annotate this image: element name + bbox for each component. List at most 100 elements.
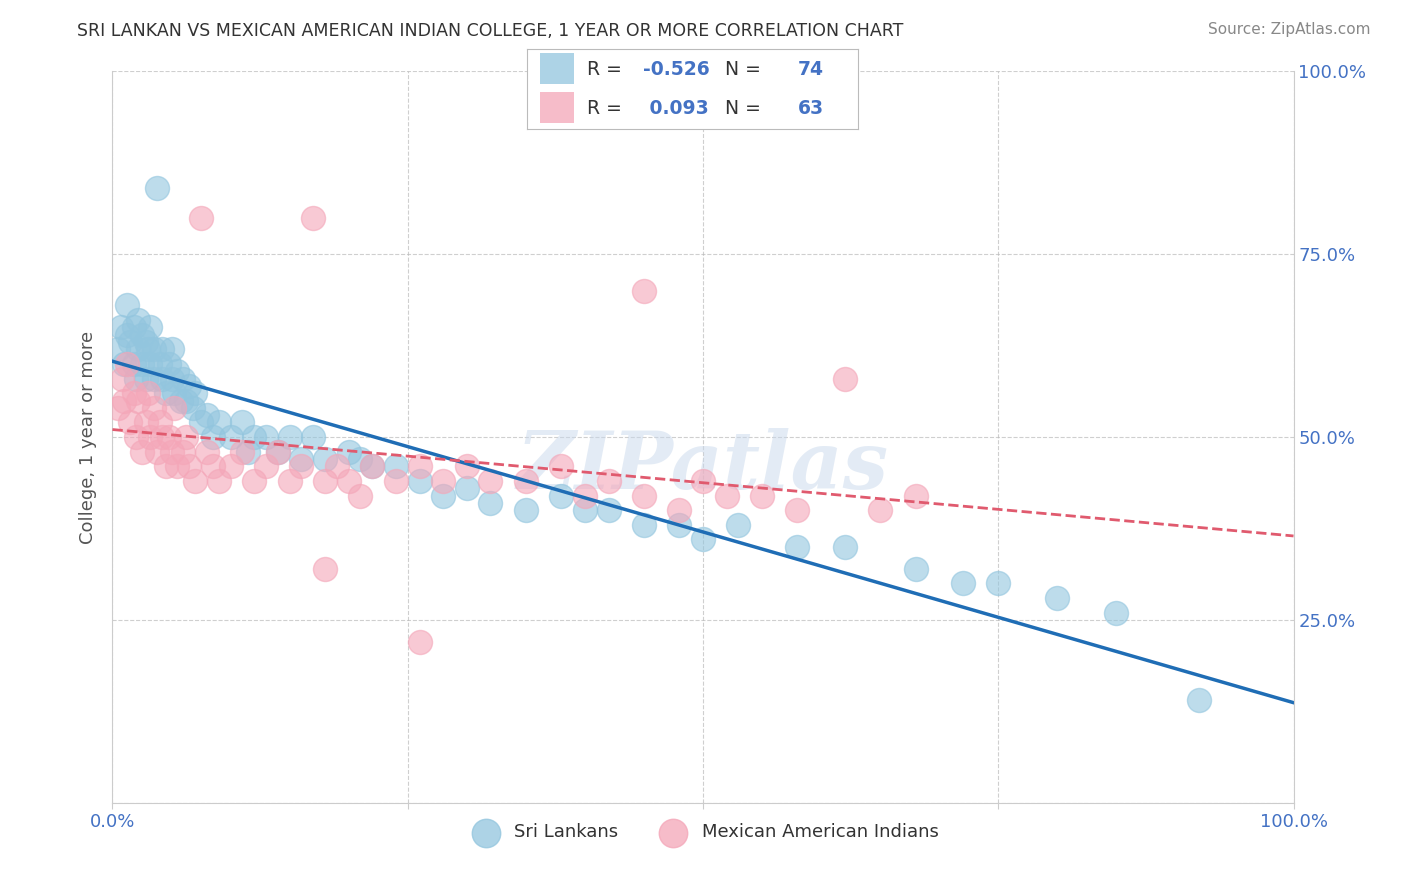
Point <box>692 533 714 547</box>
Text: 63: 63 <box>799 99 824 118</box>
Point <box>127 393 149 408</box>
Point <box>166 459 188 474</box>
Point <box>219 459 242 474</box>
Point <box>135 334 157 349</box>
Point <box>574 503 596 517</box>
Text: N =: N = <box>725 61 768 79</box>
Point <box>550 489 572 503</box>
Point <box>231 444 253 458</box>
Point <box>131 357 153 371</box>
Point <box>122 320 145 334</box>
Point <box>515 503 537 517</box>
Point <box>115 298 138 312</box>
Point <box>136 386 159 401</box>
Point <box>1188 693 1211 707</box>
Point <box>111 371 134 385</box>
Point <box>290 459 312 474</box>
Point <box>139 430 162 444</box>
Text: N =: N = <box>725 99 768 118</box>
Point <box>136 343 159 357</box>
Point <box>112 357 135 371</box>
Point <box>254 430 277 444</box>
Point <box>139 357 162 371</box>
Point <box>243 430 266 444</box>
Point <box>408 459 430 474</box>
Point <box>314 474 336 488</box>
Point <box>107 343 129 357</box>
Point <box>155 386 177 401</box>
Point <box>598 503 620 517</box>
Point <box>869 503 891 517</box>
Point <box>904 562 927 576</box>
Point <box>834 540 856 554</box>
Point <box>314 452 336 467</box>
Text: R =: R = <box>586 61 627 79</box>
Point <box>150 430 173 444</box>
Point <box>361 459 384 474</box>
Point <box>157 357 180 371</box>
Point <box>1046 591 1069 605</box>
Point <box>125 430 148 444</box>
Point <box>668 503 690 517</box>
Point <box>786 540 808 554</box>
Point <box>254 459 277 474</box>
Point <box>716 489 738 503</box>
Point <box>195 408 218 422</box>
Point <box>150 371 173 385</box>
Point <box>127 343 149 357</box>
Point <box>904 489 927 503</box>
Point <box>115 327 138 342</box>
Point <box>131 327 153 342</box>
Point <box>408 635 430 649</box>
Point <box>142 401 165 415</box>
Point <box>142 371 165 385</box>
Point <box>131 444 153 458</box>
Point <box>195 444 218 458</box>
Point <box>172 371 194 385</box>
Point <box>432 474 454 488</box>
Point <box>122 386 145 401</box>
Point <box>149 416 172 430</box>
Point <box>302 430 325 444</box>
Point <box>184 386 207 401</box>
Point <box>479 474 502 488</box>
Point <box>337 474 360 488</box>
Point <box>456 459 478 474</box>
Point <box>122 357 145 371</box>
Point <box>179 379 201 393</box>
Point <box>238 444 260 458</box>
Point <box>385 474 408 488</box>
Text: ZIPatlas: ZIPatlas <box>517 427 889 505</box>
Point <box>267 444 290 458</box>
Point <box>314 562 336 576</box>
Point <box>598 474 620 488</box>
Point <box>302 211 325 225</box>
Point <box>172 444 194 458</box>
Point <box>142 343 165 357</box>
Text: -0.526: -0.526 <box>643 61 710 79</box>
Point <box>456 481 478 495</box>
Point <box>120 416 142 430</box>
Point <box>834 371 856 385</box>
Point <box>219 430 242 444</box>
Point <box>179 459 201 474</box>
Point <box>432 489 454 503</box>
Point <box>110 320 132 334</box>
Text: Source: ZipAtlas.com: Source: ZipAtlas.com <box>1208 22 1371 37</box>
Point <box>550 459 572 474</box>
Point <box>174 393 197 408</box>
Bar <box>540 93 574 123</box>
Point <box>1105 606 1128 620</box>
Point <box>149 357 172 371</box>
Bar <box>540 54 574 84</box>
Text: 74: 74 <box>799 61 824 79</box>
Point <box>208 416 231 430</box>
Text: SRI LANKAN VS MEXICAN AMERICAN INDIAN COLLEGE, 1 YEAR OR MORE CORRELATION CHART: SRI LANKAN VS MEXICAN AMERICAN INDIAN CO… <box>77 22 904 40</box>
Legend: Sri Lankans, Mexican American Indians: Sri Lankans, Mexican American Indians <box>460 816 946 848</box>
Point <box>160 343 183 357</box>
Y-axis label: College, 1 year or more: College, 1 year or more <box>79 331 97 543</box>
Point <box>751 489 773 503</box>
Point <box>107 401 129 415</box>
Point <box>337 444 360 458</box>
Point <box>135 371 157 385</box>
